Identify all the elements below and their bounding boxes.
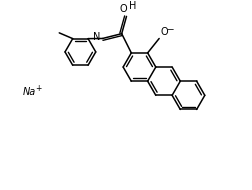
- Text: +: +: [35, 84, 41, 93]
- Text: O: O: [119, 3, 127, 13]
- Text: −: −: [165, 25, 173, 34]
- Text: H: H: [129, 1, 136, 11]
- Text: N: N: [93, 32, 100, 42]
- Text: O: O: [160, 27, 167, 36]
- Text: Na: Na: [22, 87, 35, 97]
